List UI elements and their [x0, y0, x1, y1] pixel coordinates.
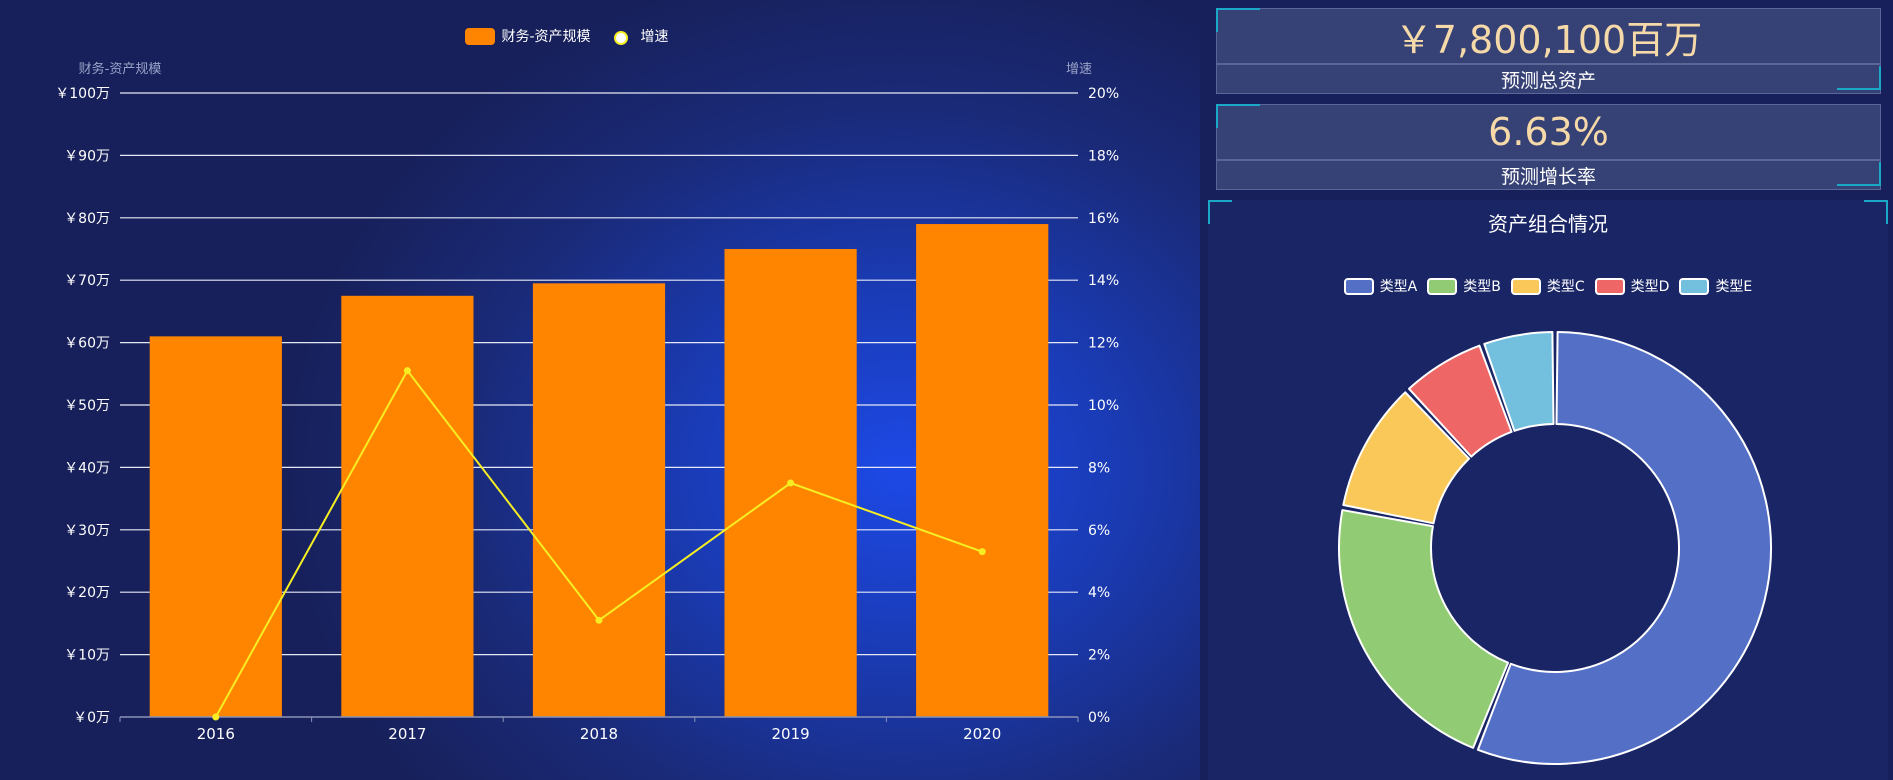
legend-item-growth[interactable]: 增速	[605, 26, 669, 46]
y-tick-label-right: 12%	[1088, 336, 1119, 352]
legend-label-asset-scale: 财务-资产规模	[501, 29, 591, 45]
corner-decoration	[1216, 8, 1260, 32]
y-tick-label-left: ￥30万	[64, 523, 110, 539]
legend-label-type-d: 类型D	[1630, 279, 1670, 295]
forecast-growth-rate-label: 预测增长率	[1216, 160, 1881, 190]
growth-point	[403, 367, 411, 375]
asset-scale-chart: 财务-资产规模 增速 ￥0万 ￥10万 ￥20万 ￥30万 ￥40万 ￥50万 ￥60万 ￥7…	[0, 26, 1134, 743]
legend-item-type-e[interactable]: 类型E	[1679, 276, 1752, 296]
growth-point	[978, 548, 986, 556]
donut-slice	[1476, 331, 1772, 765]
y-tick-label-left: ￥60万	[64, 336, 110, 352]
y-tick-label-left: ￥0万	[73, 710, 110, 726]
y-tick-label-left: ￥10万	[64, 648, 110, 664]
legend-swatch-growth	[605, 28, 635, 45]
y-tick-label-left: ￥80万	[64, 211, 110, 227]
y-axis-title-right: 增速	[1066, 62, 1092, 77]
y-tick-label-left: ￥20万	[64, 585, 110, 601]
right-panel: ￥7,800,100百万 预测总资产 6.63% 预测增长率 资产组合情况 类型…	[1200, 0, 1893, 780]
legend-swatch-type-d	[1594, 277, 1625, 295]
legend-swatch-type-c	[1510, 277, 1541, 295]
donut-slice	[1342, 391, 1471, 525]
y-tick-label-left: ￥70万	[64, 273, 110, 289]
corner-decoration	[1864, 200, 1888, 224]
forecast-growth-rate-value: 6.63%	[1216, 104, 1881, 160]
legend-label-type-e: 类型E	[1715, 279, 1753, 295]
y-tick-label-right: 4%	[1088, 585, 1110, 601]
y-tick-label-left: ￥50万	[64, 398, 110, 414]
donut-slice	[1408, 344, 1513, 458]
x-tick-label: 2020	[963, 725, 1001, 743]
y-tick-label-right: 0%	[1088, 710, 1110, 726]
y-axis-title-left: 财务-资产规模	[79, 61, 162, 77]
y-tick-label-left: ￥90万	[64, 148, 110, 164]
legend-item-type-b[interactable]: 类型B	[1427, 276, 1501, 296]
legend-label-type-b: 类型B	[1463, 279, 1501, 295]
y-tick-label-right: 14%	[1088, 273, 1119, 289]
corner-decoration	[1837, 162, 1881, 186]
legend-swatch-asset-scale	[465, 27, 496, 45]
asset-mix-panel: 资产组合情况 类型A 类型B 类型C 类型D 类型E	[1208, 200, 1888, 780]
forecast-total-assets-value: ￥7,800,100百万	[1216, 8, 1881, 64]
bar	[532, 283, 666, 717]
donut-slice	[1483, 331, 1555, 432]
y-tick-label-right: 20%	[1088, 86, 1119, 102]
x-tick-label: 2019	[772, 725, 810, 743]
corner-decoration	[1837, 66, 1881, 90]
growth-point	[787, 479, 795, 487]
corner-decoration	[1208, 200, 1232, 224]
asset-mix-title: 资产组合情况	[1488, 212, 1608, 236]
legend-item-asset-scale[interactable]: 财务-资产规模	[465, 26, 591, 46]
legend-label-type-c: 类型C	[1546, 279, 1585, 295]
growth-point	[595, 616, 603, 624]
donut-legend[interactable]: 类型A 类型B 类型C 类型D 类型E	[1208, 276, 1888, 296]
y-tick-label-left: ￥40万	[64, 460, 110, 476]
y-tick-label-right: 16%	[1088, 211, 1119, 227]
donut-plot	[1338, 331, 1772, 765]
bar-line-plot: ￥0万 ￥10万 ￥20万 ￥30万 ￥40万 ￥50万 ￥60万 ￥70万 ￥80万 ￥90万 ￥…	[55, 61, 1119, 743]
bar	[916, 224, 1049, 718]
legend-swatch-type-b	[1427, 277, 1458, 295]
bar	[341, 295, 474, 717]
donut-slice	[1338, 509, 1509, 749]
y-tick-label-right: 18%	[1088, 148, 1119, 164]
forecast-growth-rate-card: 6.63% 预测增长率	[1216, 104, 1881, 192]
corner-decoration	[1216, 104, 1260, 128]
legend-swatch-type-e	[1679, 277, 1710, 295]
x-tick-label: 2016	[197, 725, 235, 743]
x-tick-label: 2017	[388, 725, 426, 743]
legend-swatch-type-a	[1343, 277, 1374, 295]
legend-item-type-c[interactable]: 类型C	[1510, 276, 1585, 296]
legend-label-type-a: 类型A	[1379, 279, 1418, 295]
bar	[149, 336, 282, 717]
y-tick-label-right: 10%	[1088, 398, 1119, 414]
growth-point	[212, 713, 220, 721]
legend-label-growth: 增速	[640, 29, 669, 45]
forecast-total-assets-card: ￥7,800,100百万 预测总资产	[1216, 8, 1881, 96]
forecast-total-assets-label: 预测总资产	[1216, 64, 1881, 94]
y-tick-label-right: 6%	[1088, 523, 1110, 539]
y-tick-label-right: 2%	[1088, 648, 1110, 664]
y-tick-label-right: 8%	[1088, 460, 1110, 476]
y-tick-label-left: ￥100万	[55, 86, 110, 102]
x-tick-label: 2018	[580, 725, 618, 743]
legend-item-type-d[interactable]: 类型D	[1594, 276, 1670, 296]
bar-line-legend[interactable]: 财务-资产规模 增速	[0, 26, 1134, 46]
legend-item-type-a[interactable]: 类型A	[1343, 276, 1418, 296]
